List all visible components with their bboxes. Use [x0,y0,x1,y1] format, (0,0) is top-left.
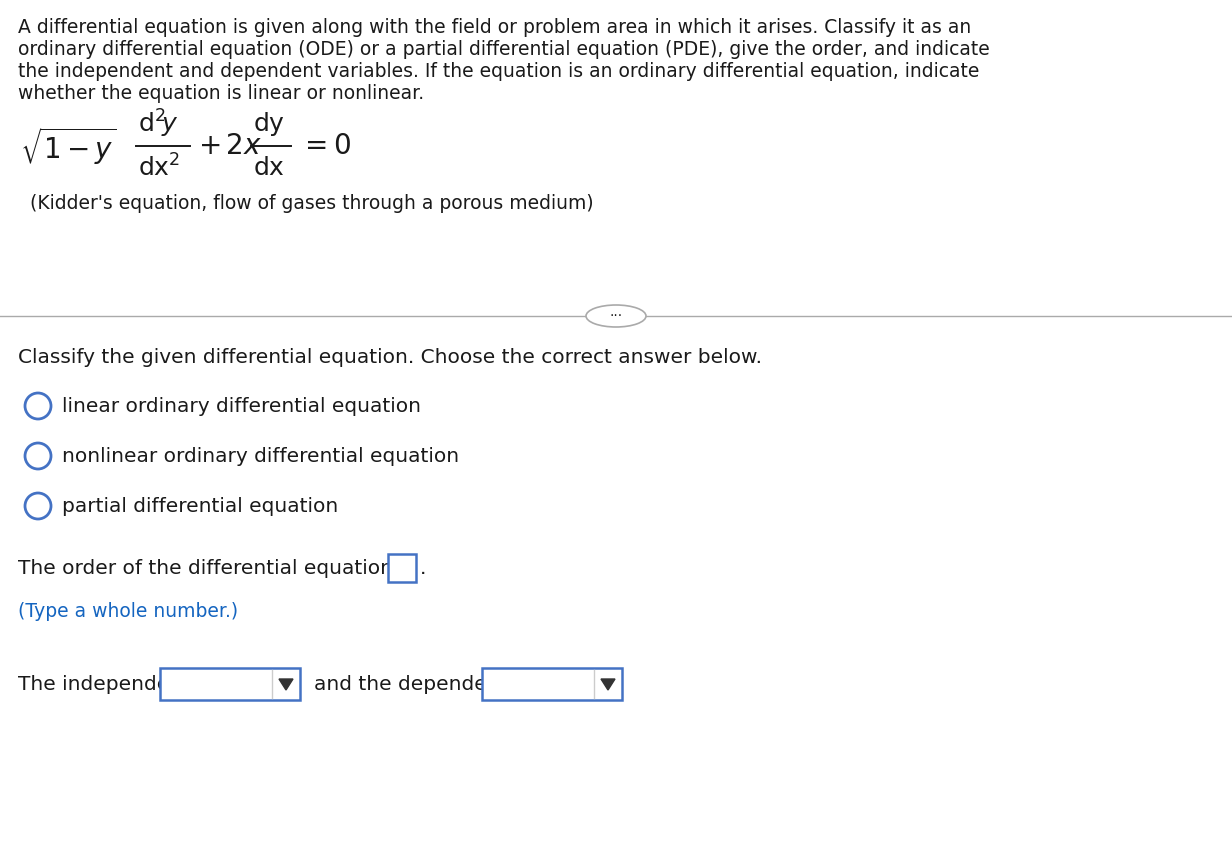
Text: $\mathrm{dy}$: $\mathrm{dy}$ [253,110,285,138]
Circle shape [25,493,51,519]
Text: .: . [420,558,426,578]
Text: (Kidder's equation, flow of gases through a porous medium): (Kidder's equation, flow of gases throug… [30,194,594,213]
Polygon shape [601,679,615,690]
Text: The independent: The independent [18,674,190,694]
Text: ···: ··· [610,309,622,323]
Text: $+\,2x$: $+\,2x$ [198,132,262,160]
Text: The order of the differential equation is: The order of the differential equation i… [18,558,415,578]
Text: whether the equation is linear or nonlinear.: whether the equation is linear or nonlin… [18,84,424,103]
Text: partial differential equation: partial differential equation [62,497,339,515]
Text: A differential equation is given along with the field or problem area in which i: A differential equation is given along w… [18,18,971,37]
Text: (Type a whole number.): (Type a whole number.) [18,602,238,621]
Text: $\sqrt{1-y}\,$: $\sqrt{1-y}\,$ [20,125,117,167]
Text: Classify the given differential equation. Choose the correct answer below.: Classify the given differential equation… [18,348,763,367]
FancyBboxPatch shape [160,668,301,700]
Circle shape [25,443,51,469]
Text: nonlinear ordinary differential equation: nonlinear ordinary differential equation [62,447,460,465]
Text: and the dependent: and the dependent [314,674,508,694]
Circle shape [25,393,51,419]
Text: $\mathrm{d}^2\!y$: $\mathrm{d}^2\!y$ [138,108,179,140]
FancyBboxPatch shape [388,554,416,582]
Text: ordinary differential equation (ODE) or a partial differential equation (PDE), g: ordinary differential equation (ODE) or … [18,40,989,59]
Text: $\mathrm{dx}$: $\mathrm{dx}$ [253,156,285,180]
Text: linear ordinary differential equation: linear ordinary differential equation [62,397,421,415]
Text: $\mathrm{dx}^2$: $\mathrm{dx}^2$ [138,155,180,182]
FancyBboxPatch shape [482,668,622,700]
Ellipse shape [586,305,646,327]
Text: the independent and dependent variables. If the equation is an ordinary differen: the independent and dependent variables.… [18,62,979,81]
Text: $=0$: $=0$ [299,132,351,160]
Polygon shape [278,679,293,690]
